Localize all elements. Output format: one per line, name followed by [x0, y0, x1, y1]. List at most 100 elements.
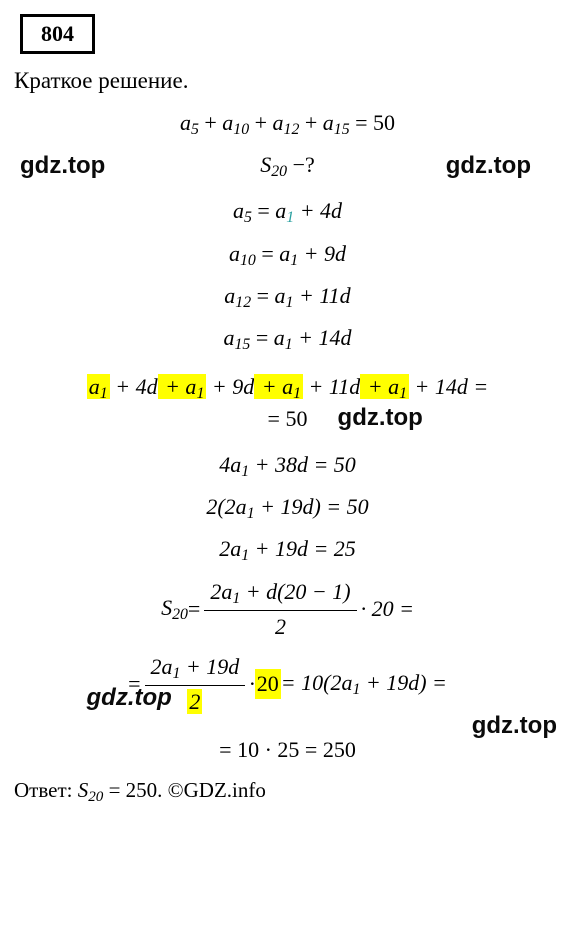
answer-var: S20: [78, 778, 109, 802]
Ssub: 20: [172, 606, 188, 623]
a12: a12: [273, 110, 300, 135]
hl-a1-3: + a1: [254, 374, 303, 399]
answer-sub: 20: [88, 789, 103, 805]
eq-rhs: = 50: [355, 110, 395, 135]
fraction-2: 2a1 + 19d gdz.top 2: [145, 652, 246, 717]
sub: 1: [247, 505, 255, 522]
final-calc: = 10 · 25 = 250: [219, 737, 356, 762]
tail: + 4d: [300, 198, 342, 223]
den-val: 2: [187, 689, 202, 714]
eq-line-13: = 10 · 25 = 250: [14, 735, 561, 765]
a1: a1: [279, 241, 298, 266]
s-sub: 20: [271, 163, 287, 180]
eq-line-10: 2a1 + 19d = 25: [14, 534, 561, 566]
problem-number: 804: [41, 21, 74, 46]
question-mark: −?: [293, 152, 315, 177]
post: + 19d) = 50: [255, 494, 369, 519]
pre: 2(2a1: [206, 494, 254, 519]
p4: + 14d =: [409, 374, 488, 399]
tail: + 9d: [304, 241, 346, 266]
sub: 1: [241, 463, 249, 480]
num-pre: 2a: [151, 654, 173, 679]
answer-eq: = 250.: [109, 778, 163, 802]
eq: =: [261, 241, 279, 266]
watermark: gdz.top: [20, 150, 105, 182]
pre: 2a1: [219, 536, 249, 561]
p1: + 4d: [110, 374, 158, 399]
fraction: 2a1 + d(20 − 1) 2: [204, 577, 356, 642]
post: + 38d = 50: [249, 452, 356, 477]
a12lhs: a12: [224, 283, 251, 308]
watermark: gdz.top: [338, 402, 423, 434]
mid3: + 19d) =: [360, 670, 447, 695]
copyright: ©GDZ.info: [168, 778, 266, 802]
mid2: = 10(2a: [281, 670, 353, 695]
eq: =: [188, 594, 200, 624]
tail: + 11d: [299, 283, 351, 308]
eq-line-1: a5 + a10 + a12 + a15 = 50: [14, 108, 561, 140]
answer-prefix: Ответ:: [14, 778, 72, 802]
s-letter: S: [260, 152, 271, 177]
a10lhs: a10: [229, 241, 256, 266]
answer-line: Ответ: S20 = 250. ©GDZ.info: [14, 778, 561, 806]
hl-20: 20: [255, 669, 281, 699]
s20-lhs: S20: [161, 593, 188, 625]
a5: a5: [180, 110, 199, 135]
plus: +: [204, 110, 222, 135]
eq-line-12: = 2a1 + 19d gdz.top 2 · 20 = 10(2a1 + 19…: [14, 652, 561, 717]
hl-a1-1: a1: [87, 374, 110, 399]
a1: a1: [275, 198, 294, 223]
pre: 4a1: [219, 452, 249, 477]
s20: S20: [260, 152, 292, 177]
pre-t: 2a: [219, 536, 241, 561]
pre-t: 2(2a: [206, 494, 246, 519]
numerator: 2a1 + 19d: [145, 652, 246, 685]
mid2-wrap: = 10(2a1 + 19d) =: [281, 668, 447, 700]
pre-t: 4a: [219, 452, 241, 477]
eq-line-2: gdz.top S20 −? gdz.top: [14, 150, 561, 186]
denominator: gdz.top 2: [145, 685, 246, 717]
title: Краткое решение.: [14, 68, 561, 94]
problem-number-box: 804: [20, 14, 95, 54]
eq-line-4: a10 = a1 + 9d: [14, 239, 561, 271]
plus: +: [255, 110, 273, 135]
eq-line-9: 2(2a1 + 19d) = 50: [14, 492, 561, 524]
a10: a10: [222, 110, 249, 135]
eq-line-7: a1 + 4d + a1 + 9d + a1 + 11d + a1 + 14d …: [14, 372, 561, 434]
eq-line-5: a12 = a1 + 11d: [14, 281, 561, 313]
eq-line-6: a15 = a1 + 14d: [14, 323, 561, 355]
watermark: gdz.top: [446, 150, 531, 182]
eq-line-3: a5 = a1 + 4d: [14, 196, 561, 228]
a15: a15: [323, 110, 350, 135]
plus: +: [305, 110, 323, 135]
hl-a1-2: + a1: [158, 374, 207, 399]
answer-S: S: [78, 778, 89, 802]
numerator: 2a1 + d(20 − 1): [204, 577, 356, 610]
page: 804 Краткое решение. a5 + a10 + a12 + a1…: [0, 0, 575, 929]
eq-line-8: 4a1 + 38d = 50: [14, 450, 561, 482]
sub: 1: [241, 547, 249, 564]
num-post: + 19d: [180, 654, 239, 679]
p3: + 11d: [303, 374, 360, 399]
denominator: 2: [204, 610, 356, 642]
post: + 19d = 25: [249, 536, 356, 561]
S: S: [161, 595, 172, 620]
eq7-cont: = 50: [268, 406, 308, 431]
p2: + 9d: [206, 374, 254, 399]
eq: =: [257, 198, 275, 223]
title-text: Краткое решение.: [14, 68, 188, 93]
math-block: a5 + a10 + a12 + a15 = 50 gdz.top S20 −?…: [14, 108, 561, 764]
eq: =: [256, 325, 274, 350]
a15lhs: a15: [223, 325, 250, 350]
a1: a1: [274, 325, 293, 350]
num-post: + d(20 − 1): [240, 579, 350, 604]
tail: · 20 =: [361, 594, 414, 624]
hl-a1-4: + a1: [360, 374, 409, 399]
tail: + 14d: [298, 325, 351, 350]
a1: a1: [275, 283, 294, 308]
a5lhs: a5: [233, 198, 252, 223]
num-pre: 2a: [210, 579, 232, 604]
eq: =: [257, 283, 275, 308]
eq-sign: =: [128, 669, 140, 699]
eq-line-11: S20 = 2a1 + d(20 − 1) 2 · 20 =: [14, 577, 561, 642]
